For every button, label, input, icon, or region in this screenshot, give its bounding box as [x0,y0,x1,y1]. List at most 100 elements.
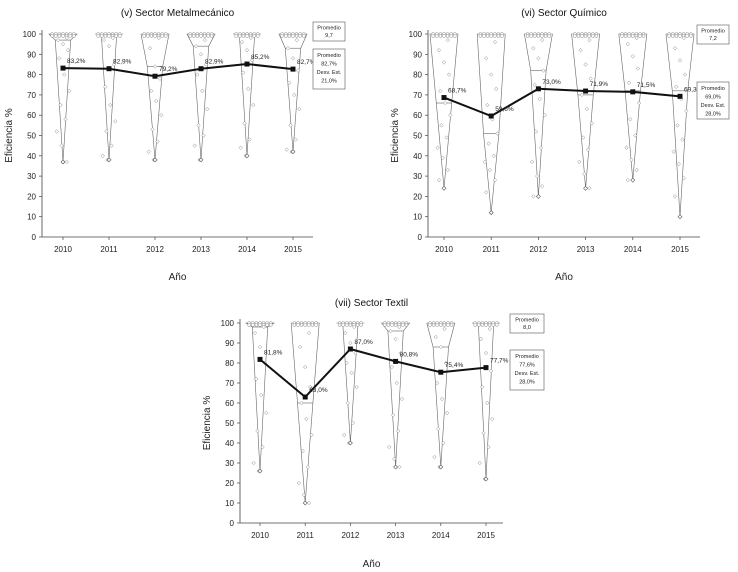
data-point [395,428,401,434]
data-point [489,72,494,77]
data-point [393,323,398,327]
data-point [446,323,450,327]
data-label: 59,6% [495,106,514,113]
stats-promedio-label: Promedio [515,354,539,360]
distribution-outline [140,33,170,160]
y-tick-label: 70 [225,379,234,388]
min-point [488,210,494,216]
stats-promedio-value: 77,6% [519,363,535,369]
data-label: 87,0% [354,339,373,346]
data-point [104,129,109,134]
data-point [195,72,200,77]
data-point [627,34,631,38]
data-point [291,34,295,38]
mean-line [259,347,487,399]
data-point [309,432,314,438]
y-tick-label: 60 [225,399,234,408]
min-point [438,464,444,470]
y-tick-label: 80 [413,71,422,80]
data-point [436,178,442,183]
y-axis-label: Eficiencia % [390,108,401,163]
min-point [630,177,636,183]
data-point [438,34,443,38]
data-point [350,420,356,426]
data-point [484,323,488,327]
data-label: 83,2% [67,58,86,65]
data-point [438,88,443,93]
data-point [343,330,348,336]
min-point [583,185,589,191]
data-point [671,34,675,38]
data-point [392,456,397,462]
data-label: 82,7% [297,59,316,66]
data-point [344,360,349,366]
data-point [58,102,63,108]
data-point [59,143,64,148]
y-tick-label: 50 [27,132,36,141]
distribution-outline [278,33,308,152]
data-point [443,100,448,106]
data-point [109,143,114,148]
distribution-2015 [472,321,500,482]
data-point [196,123,201,128]
promedio-value: 8,0 [523,325,531,331]
data-point [399,396,405,402]
data-point [674,34,679,38]
data-point [428,323,432,327]
data-point [294,34,299,38]
data-label: 71,9% [590,81,609,88]
data-point [672,46,678,51]
distribution-2011 [476,32,506,216]
x-tick-label: 2014 [624,245,642,254]
data-point [681,175,686,181]
data-point [441,60,447,65]
data-point [258,323,262,327]
stats-promedio-value: 82,7% [321,62,337,68]
data-point [532,82,537,87]
stats-desv-value: 28,0% [519,380,535,386]
y-tick-label: 10 [27,213,36,222]
data-point [536,56,541,61]
distribution-outline [476,33,506,213]
distribution-2013 [186,32,216,163]
data-point [238,145,243,150]
data-point [397,324,402,330]
data-point [401,323,405,327]
promedio-box [312,21,346,42]
data-point [298,344,303,350]
data-point [67,88,72,93]
mean-marker [60,65,66,71]
min-point [441,185,447,191]
data-point [149,34,154,38]
mean-marker [441,95,447,101]
data-point [684,108,689,114]
data-point [192,143,197,148]
data-point [431,34,435,38]
data-point [631,34,635,38]
data-point [480,323,485,327]
data-label: 79,2% [159,66,178,73]
data-point [529,34,533,38]
data-point [685,34,689,38]
data-point [259,392,264,398]
data-point [265,323,269,327]
data-point [547,34,551,38]
data-point [146,34,150,38]
data-point [449,323,454,327]
data-point [195,34,200,38]
data-point [101,37,107,43]
data-point [620,34,624,38]
data-point [202,34,207,38]
chart-title: (vi) Sector Químico [521,8,607,19]
data-point [443,360,448,366]
mean-marker [106,66,112,72]
data-point [306,500,312,506]
y-axis-label: Eficiencia % [202,396,213,451]
data-point [348,323,353,327]
data-point [287,80,292,85]
data-label: 73,0% [542,79,561,86]
data-point [304,416,309,422]
x-tick-label: 2015 [477,531,495,540]
data-label: 68,7% [448,88,467,95]
x-tick-label: 2011 [483,245,501,254]
